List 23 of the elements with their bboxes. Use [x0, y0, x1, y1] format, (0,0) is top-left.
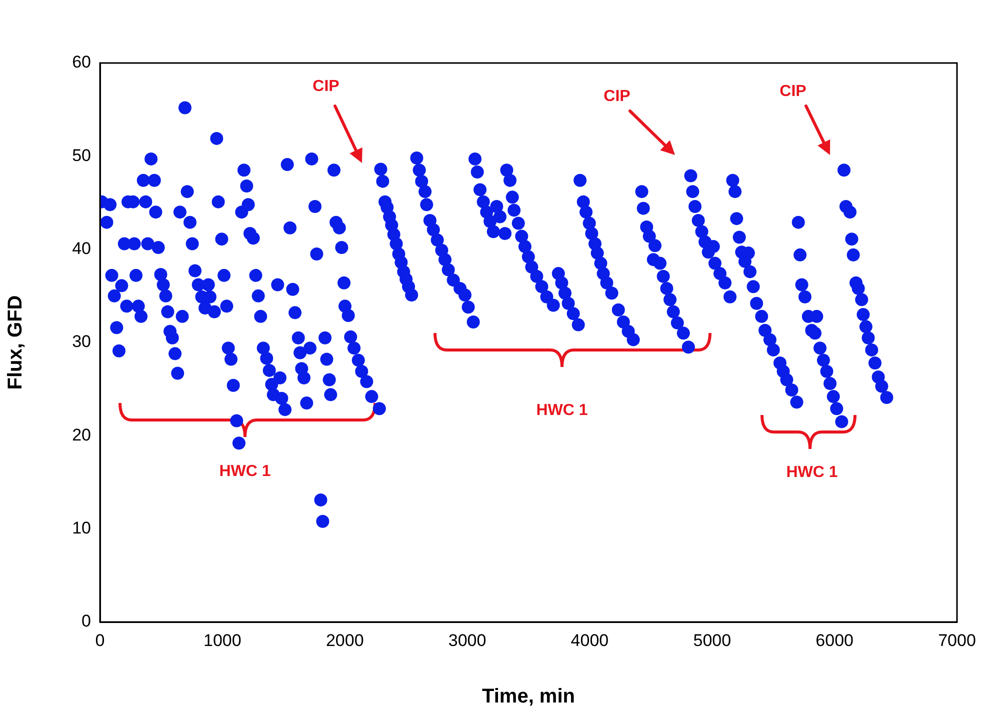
y-axis-title: Flux, GFD	[4, 295, 27, 390]
annotation: HWC 1	[535, 401, 589, 421]
x-tick-label: 6000	[816, 630, 854, 650]
x-tick-label: 7000	[938, 630, 976, 650]
annotation: HWC 1	[785, 463, 839, 483]
x-tick-label: 3000	[448, 630, 486, 650]
annotation: CIP	[312, 77, 340, 97]
x-tick-label: 1000	[204, 630, 242, 650]
x-tick-label: 5000	[693, 630, 732, 650]
y-tick-label: 0	[82, 612, 91, 631]
annotation: CIP	[778, 82, 808, 102]
x-tick-label: 4000	[570, 630, 609, 650]
x-tick-label: 0	[95, 630, 105, 650]
y-tick-label: 20	[72, 425, 91, 444]
annotation: CIP	[602, 87, 632, 107]
y-tick-label: 40	[72, 239, 91, 258]
y-tick-label: 60	[72, 52, 91, 72]
x-tick-label: 2000	[326, 630, 364, 650]
annotation: HWC 1	[218, 462, 272, 482]
x-axis-title: Time, min	[482, 686, 575, 708]
y-tick-label: 30	[72, 332, 91, 352]
y-tick-label: 10	[72, 518, 91, 538]
y-tick-label: 50	[72, 146, 91, 165]
